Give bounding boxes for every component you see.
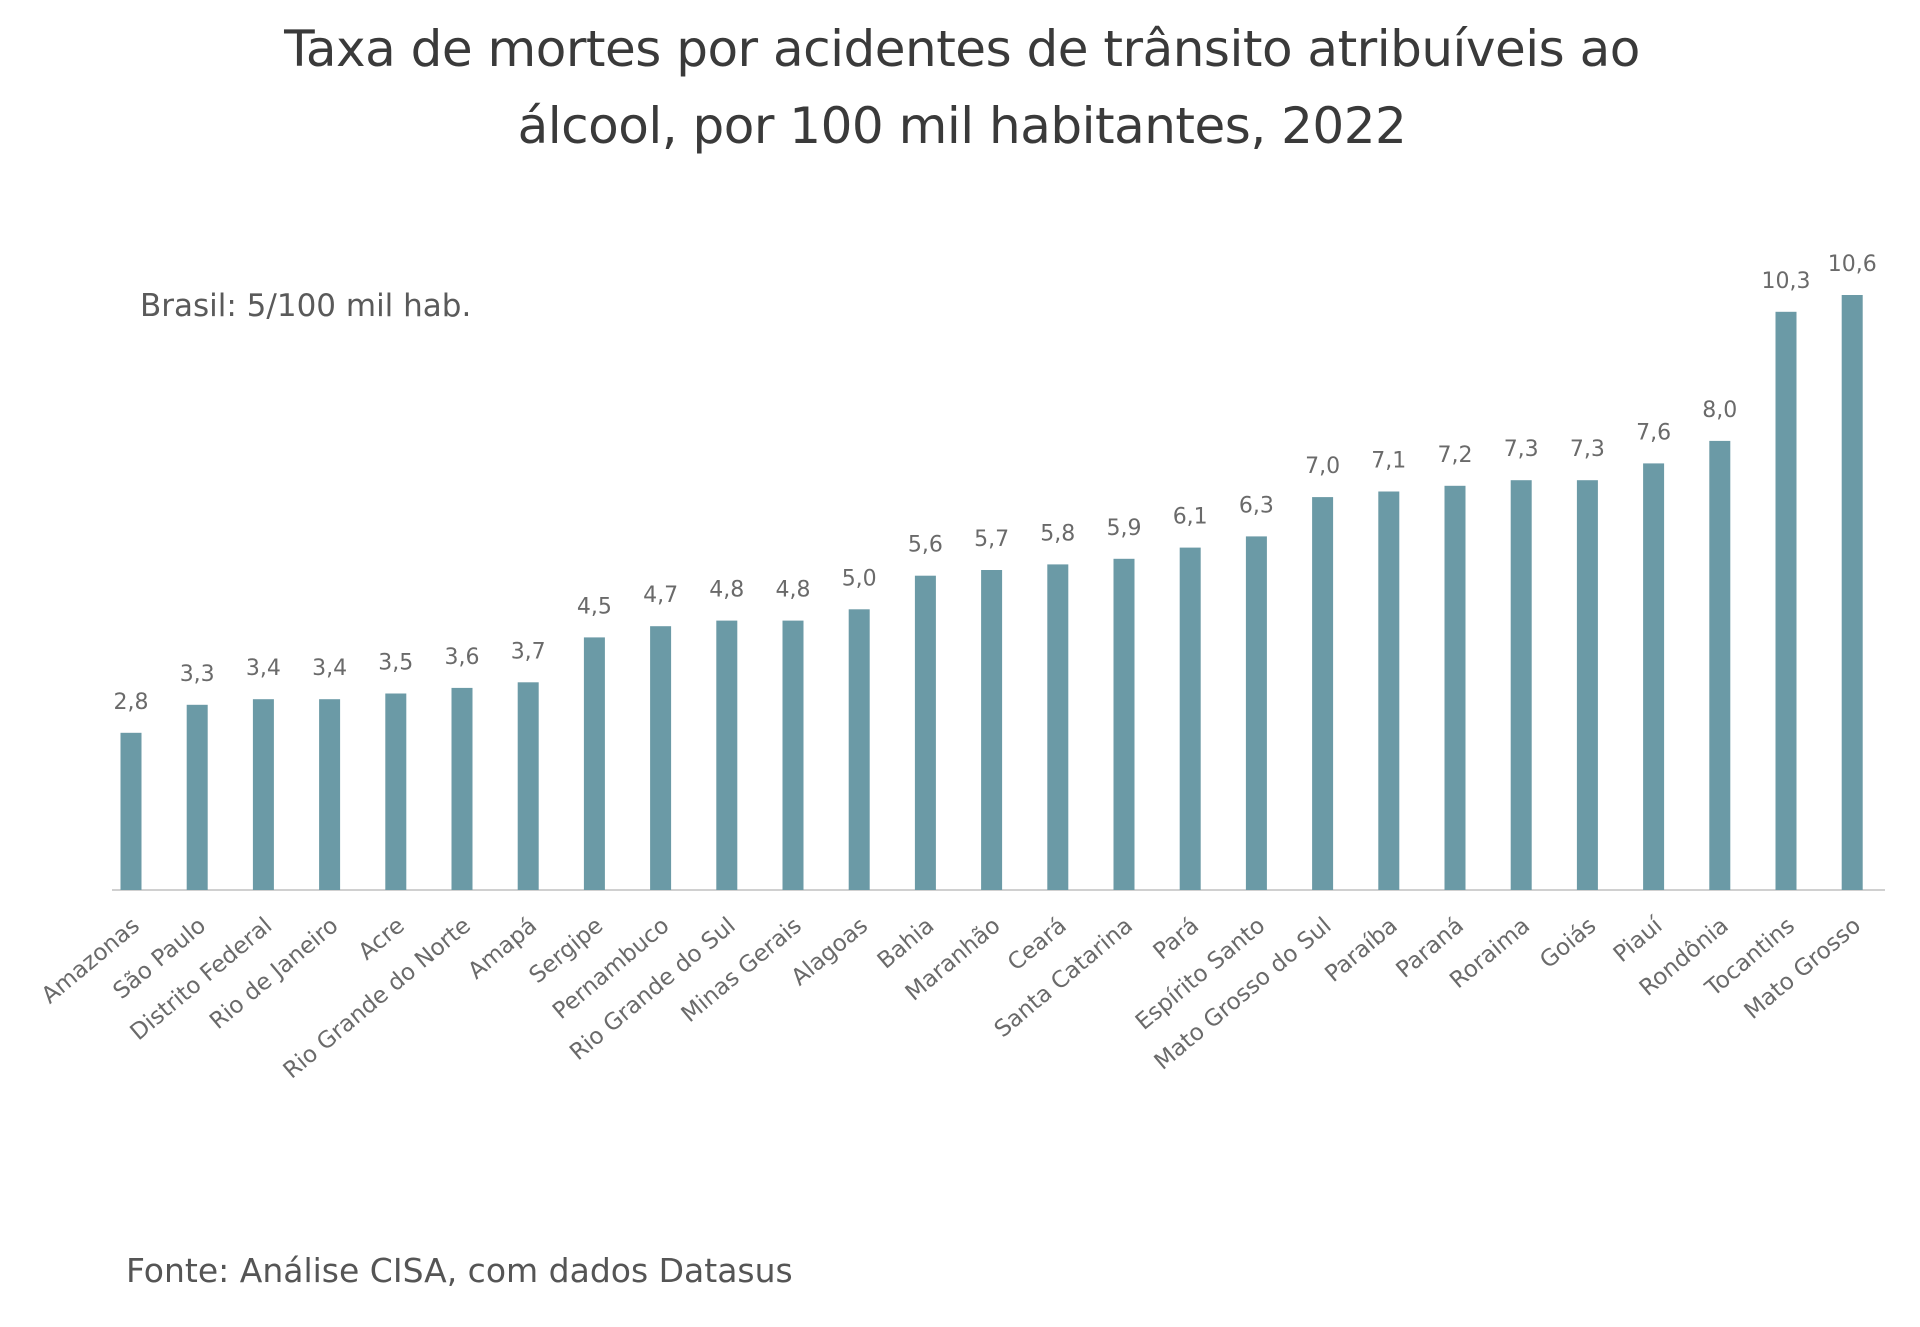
chart-title-line-1: Taxa de mortes por acidentes de trânsito… xyxy=(283,20,1640,78)
bar-20 xyxy=(1444,485,1466,890)
bar-22 xyxy=(1576,480,1598,890)
bar-1 xyxy=(186,704,208,890)
bar-0 xyxy=(120,732,142,890)
bar-10 xyxy=(782,620,804,890)
bar-15 xyxy=(1113,558,1135,890)
bar-11 xyxy=(848,609,870,890)
bar-21 xyxy=(1510,480,1532,890)
category-label-22: Goiás xyxy=(1535,913,1601,974)
value-label-21: 7,3 xyxy=(1504,437,1539,462)
value-label-8: 4,7 xyxy=(643,583,678,608)
bar-8 xyxy=(650,626,672,890)
value-label-24: 8,0 xyxy=(1702,398,1737,423)
bar-18 xyxy=(1312,497,1334,890)
value-label-5: 3,6 xyxy=(445,645,480,670)
bar-2 xyxy=(252,699,274,890)
chart-title-line-2: álcool, por 100 mil habitantes, 2022 xyxy=(518,97,1407,155)
category-label-4: Acre xyxy=(354,913,410,966)
value-label-15: 5,9 xyxy=(1107,516,1142,541)
bar-6 xyxy=(517,682,539,890)
value-label-16: 6,1 xyxy=(1173,505,1208,530)
value-label-3: 3,4 xyxy=(312,656,347,681)
value-label-4: 3,5 xyxy=(378,651,413,676)
bar-4 xyxy=(385,693,407,890)
bar-23 xyxy=(1643,463,1665,890)
bar-16 xyxy=(1179,547,1201,890)
category-label-23: Piauí xyxy=(1609,912,1668,968)
bar-14 xyxy=(1047,564,1069,890)
national-average-note: Brasil: 5/100 mil hab. xyxy=(140,288,471,324)
value-label-14: 5,8 xyxy=(1040,521,1075,546)
bar-7 xyxy=(583,637,605,890)
value-label-22: 7,3 xyxy=(1570,437,1605,462)
bar-5 xyxy=(451,687,473,890)
value-label-7: 4,5 xyxy=(577,594,612,619)
value-label-10: 4,8 xyxy=(776,578,811,603)
value-label-2: 3,4 xyxy=(246,656,281,681)
bar-24 xyxy=(1709,440,1731,890)
bar-25 xyxy=(1775,311,1797,890)
value-label-9: 4,8 xyxy=(709,578,744,603)
value-label-18: 7,0 xyxy=(1305,454,1340,479)
category-label-16: Pará xyxy=(1149,913,1204,965)
bars-group xyxy=(120,295,1863,890)
value-label-26: 10,6 xyxy=(1828,252,1877,277)
value-label-0: 2,8 xyxy=(114,690,149,715)
value-label-19: 7,1 xyxy=(1371,449,1406,474)
bar-12 xyxy=(914,575,936,890)
value-label-11: 5,0 xyxy=(842,566,877,591)
value-label-23: 7,6 xyxy=(1636,420,1671,445)
bar-19 xyxy=(1378,491,1400,890)
value-label-17: 6,3 xyxy=(1239,493,1274,518)
value-label-12: 5,6 xyxy=(908,533,943,558)
value-labels-group: 2,8 3,3 3,4 3,4 3,5 3,6 3,7 4,5 4,7 4,8 4,8 5,0 5,6 5… xyxy=(114,252,1877,715)
bar-9 xyxy=(716,620,738,890)
value-label-20: 7,2 xyxy=(1438,443,1473,468)
category-label-26: Mato Grosso xyxy=(1740,913,1866,1025)
value-label-13: 5,7 xyxy=(974,527,1009,552)
value-label-6: 3,7 xyxy=(511,639,546,664)
bar-17 xyxy=(1245,536,1267,890)
source-note: Fonte: Análise CISA, com dados Datasus xyxy=(126,1251,793,1290)
value-label-25: 10,3 xyxy=(1762,269,1811,294)
bar-3 xyxy=(319,699,341,890)
category-label-19: Paraíba xyxy=(1320,913,1402,988)
bar-26 xyxy=(1841,295,1863,890)
value-label-1: 3,3 xyxy=(180,662,215,687)
bar-13 xyxy=(981,570,1003,890)
